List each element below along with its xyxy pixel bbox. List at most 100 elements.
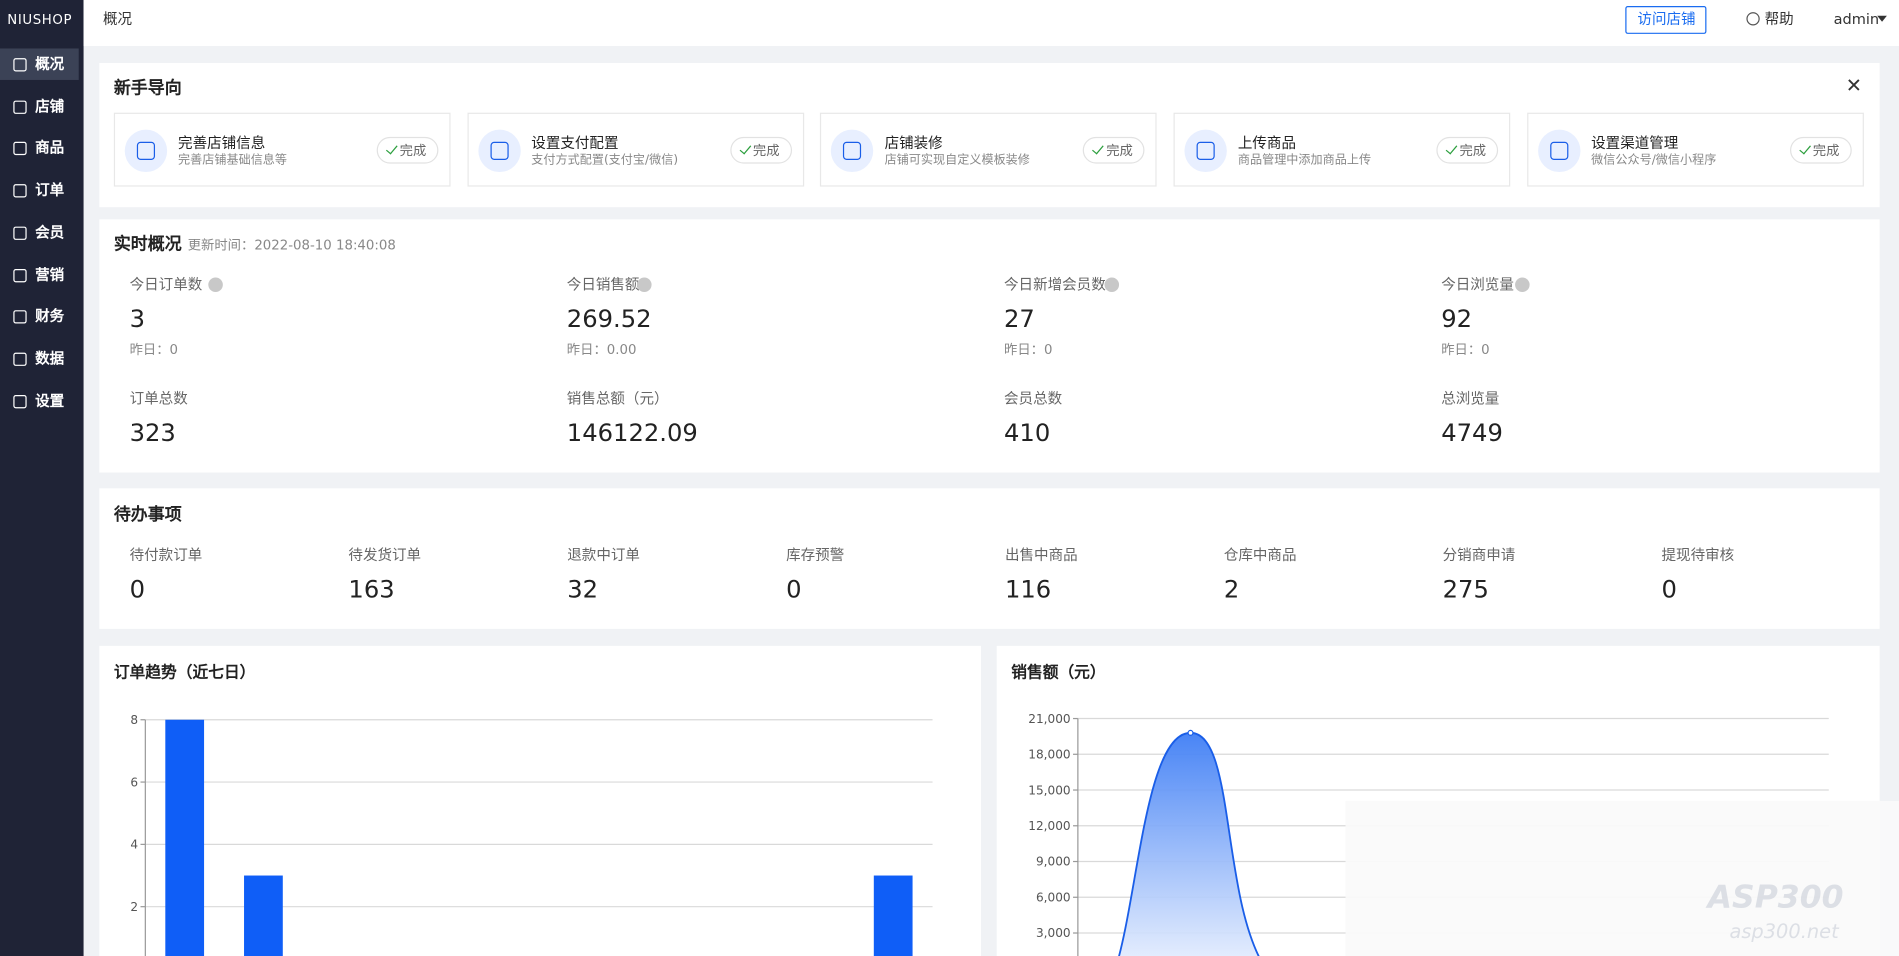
step-icon [478, 129, 521, 173]
todo-value[interactable]: 0 [129, 574, 146, 604]
step-icon [1537, 129, 1581, 173]
sidebar [0, 0, 84, 956]
menu-icon [13, 268, 27, 282]
y-tick-label: 4 [130, 838, 138, 852]
user[interactable]: admin [1833, 10, 1880, 28]
realtime-card [99, 219, 1880, 473]
step-desc: 支付方式配置(支付宝/微信) [531, 153, 679, 168]
guide-title: 新手导向 [113, 78, 182, 99]
step-status: 完成 [1106, 142, 1133, 159]
menu-item[interactable]: 会员 [35, 223, 65, 241]
status-pill [1083, 136, 1145, 164]
step-desc: 店铺可实现自定义模板装修 [884, 153, 1030, 168]
y-tick-label: 6,000 [1036, 891, 1071, 905]
stat-value: 3 [129, 304, 146, 334]
y-tick-label: 9,000 [1036, 855, 1071, 869]
step-icon [831, 129, 874, 173]
todo-label[interactable]: 待发货订单 [348, 546, 422, 564]
step-title: 设置渠道管理 [1591, 134, 1679, 152]
todo-value[interactable]: 116 [1004, 574, 1052, 604]
menu-item[interactable]: 商品 [35, 139, 65, 157]
help-icon [1746, 12, 1760, 26]
step-desc: 完善店铺基础信息等 [178, 153, 288, 168]
todo-label[interactable]: 仓库中商品 [1223, 546, 1297, 564]
menu-icon [13, 142, 27, 156]
info-icon [208, 277, 223, 293]
total-label: 销售总额（元） [566, 390, 669, 408]
stat-value: 92 [1441, 304, 1473, 334]
stat-label: 今日订单数 [129, 276, 203, 294]
todo-value[interactable]: 163 [348, 574, 395, 604]
todo-card [99, 488, 1880, 629]
step-status: 完成 [399, 142, 427, 159]
status-pill [1789, 136, 1852, 164]
info-icon [1104, 277, 1120, 293]
menu-item[interactable]: 设置 [35, 392, 65, 410]
caret [1877, 15, 1887, 22]
help[interactable]: 帮助 [1764, 10, 1794, 28]
stat-label: 今日新增会员数 [1004, 276, 1106, 294]
step-icon [124, 129, 168, 173]
stat-label: 今日浏览量 [1441, 276, 1514, 294]
todo-label[interactable]: 待付款订单 [129, 546, 203, 564]
todo-value[interactable]: 275 [1442, 574, 1489, 604]
status-pill [1436, 136, 1499, 164]
menu-icon [13, 394, 27, 408]
stat-label: 今日销售额 [566, 276, 640, 294]
step-icon-glyph [1549, 141, 1569, 160]
todo-value[interactable]: 0 [1661, 574, 1677, 604]
menu-item[interactable]: 财务 [35, 307, 65, 325]
total-value: 323 [129, 418, 176, 448]
realtime-updated: 更新时间：2022-08-10 18:40:08 [187, 237, 396, 254]
step-desc: 商品管理中添加商品上传 [1237, 153, 1372, 168]
step-box [1526, 112, 1864, 187]
y-tick-label: 6 [130, 775, 138, 789]
y-tick-label: 8 [130, 713, 138, 727]
point [1187, 729, 1194, 736]
menu-item[interactable]: 数据 [35, 350, 65, 368]
menu-icon [13, 184, 27, 198]
total-value: 4749 [1441, 418, 1503, 448]
step-title: 上传商品 [1237, 134, 1297, 152]
bar [873, 875, 913, 956]
y-tick-label: 21,000 [1028, 712, 1070, 726]
menu-active-bg [0, 48, 79, 80]
bar [165, 719, 205, 956]
todo-value[interactable]: 2 [1223, 574, 1240, 604]
todo-label[interactable]: 出售中商品 [1004, 546, 1078, 564]
todo-label[interactable]: 退款中订单 [567, 546, 640, 564]
plot [1118, 729, 1260, 956]
step-box [1173, 112, 1511, 187]
close[interactable]: ✕ [1845, 73, 1862, 97]
visit-store[interactable]: 访问店铺 [1637, 10, 1696, 28]
watermark: ASP300 [1707, 879, 1844, 917]
todo-label[interactable]: 分销商申请 [1442, 546, 1516, 564]
menu-icon [13, 310, 27, 324]
chart-title: 订单趋势（近七日） [114, 662, 256, 681]
total-label: 会员总数 [1004, 390, 1063, 408]
watermark-box [1345, 800, 1899, 956]
todo-label[interactable]: 提现待审核 [1661, 546, 1735, 564]
step-title: 完善店铺信息 [178, 134, 266, 152]
todo-label[interactable]: 库存预警 [786, 546, 845, 564]
line [1118, 731, 1260, 956]
header [83, 0, 1899, 47]
menu-item[interactable]: 营销 [35, 265, 65, 283]
menu-icon [13, 58, 27, 72]
menu-item[interactable]: 订单 [35, 181, 65, 199]
guide-card [99, 63, 1880, 208]
menu-item[interactable]: 概况 [35, 55, 65, 73]
bar [244, 875, 283, 956]
y-tick-label: 12,000 [1028, 819, 1070, 833]
stat-yesterday: 昨日：0 [1004, 341, 1053, 358]
todo-value[interactable]: 32 [567, 574, 599, 604]
realtime-title: 实时概况 [113, 235, 182, 255]
breadcrumb: 概况 [102, 10, 133, 28]
todo-value[interactable]: 0 [786, 574, 802, 604]
menu-item[interactable]: 店铺 [35, 97, 65, 115]
y-tick-label: 18,000 [1028, 748, 1070, 762]
visit-store-button[interactable] [1625, 6, 1707, 34]
